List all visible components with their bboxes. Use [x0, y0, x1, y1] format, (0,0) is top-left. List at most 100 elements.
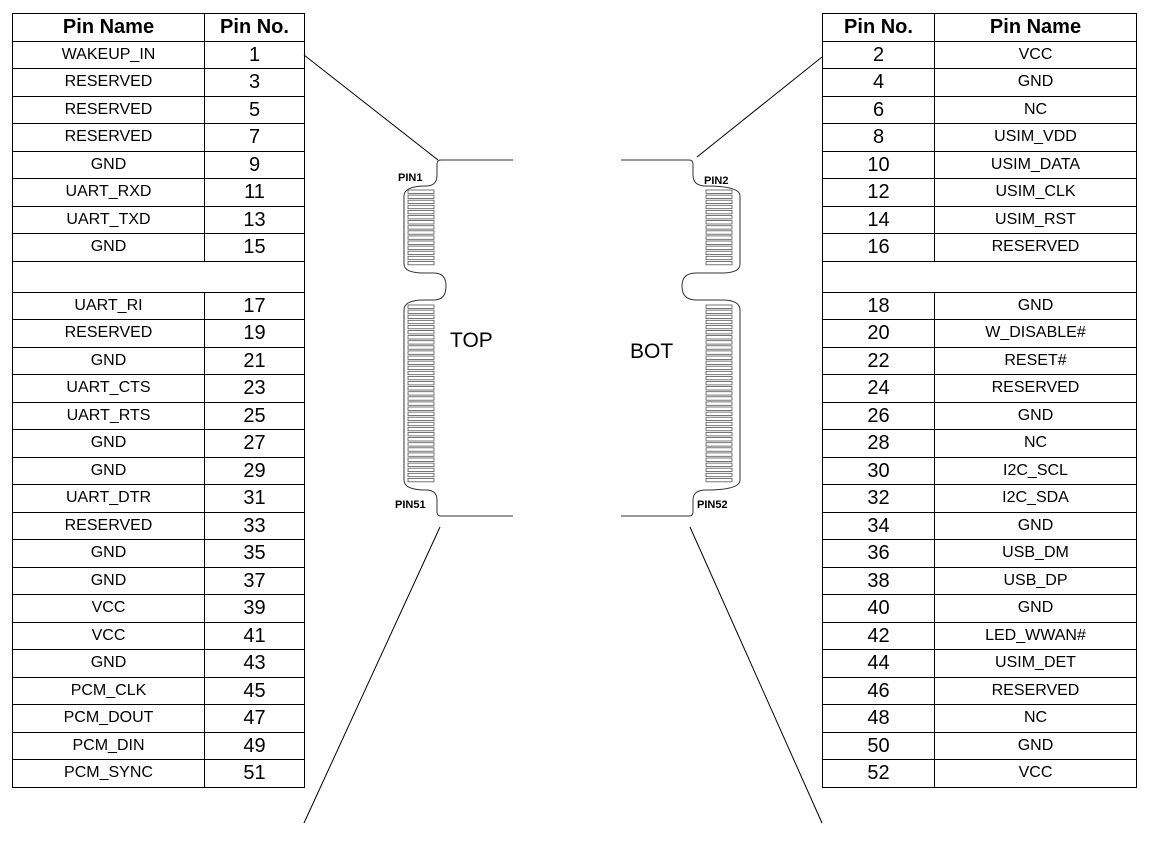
contact-pad: [407, 330, 435, 335]
pin-row: PCM_SYNC 51: [12, 759, 305, 788]
contact-pad: [705, 199, 733, 204]
pin-row: 24 RESERVED: [822, 374, 1137, 403]
pin-row: 52 VCC: [822, 759, 1137, 788]
pin-name-cell: PCM_CLK: [12, 676, 205, 705]
left-header-pin-name: Pin Name: [12, 13, 205, 42]
pin-number-cell: 18: [822, 291, 935, 320]
contact-pad: [705, 304, 733, 309]
pin-number-cell: 5: [204, 95, 305, 124]
pin-number-cell: 33: [204, 511, 305, 540]
contact-pad: [705, 375, 733, 381]
contact-pad: [407, 304, 435, 309]
contact-pad: [705, 401, 733, 406]
contact-pad: [705, 225, 733, 230]
pin-row: 20 W_DISABLE#: [822, 319, 1137, 348]
pin-number-cell: 28: [822, 429, 935, 458]
pin51-label: PIN51: [395, 499, 426, 511]
contact-pad: [705, 381, 733, 386]
pin-name-cell: RESERVED: [12, 319, 205, 348]
contact-pad: [705, 437, 733, 442]
top-side-contacts: [407, 189, 435, 483]
pin-number-cell: 14: [822, 205, 935, 234]
pin-name-cell: RESERVED: [934, 233, 1137, 262]
contact-pad: [407, 381, 435, 386]
gap-cell: [822, 260, 1137, 293]
contact-pad: [705, 330, 733, 335]
leader-line-pin52: [689, 526, 823, 824]
contact-pad: [407, 406, 435, 411]
contact-pad: [705, 350, 733, 355]
left-table-header-row: Pin Name Pin No.: [12, 13, 305, 42]
pin-row: RESERVED 7: [12, 123, 305, 152]
pin-name-cell: GND: [12, 429, 205, 458]
pin-row: RESERVED 3: [12, 68, 305, 97]
pin-row: GND 9: [12, 150, 305, 179]
pin-number-cell: 36: [822, 539, 935, 568]
pin-number-cell: 11: [204, 178, 305, 207]
contact-pad: [705, 406, 733, 411]
contact-pad: [407, 245, 435, 250]
pin-number-cell: 51: [204, 759, 305, 788]
pin-row: 6 NC: [822, 95, 1137, 124]
contact-pad: [407, 209, 435, 215]
contact-pad: [407, 432, 435, 437]
contact-pad: [705, 477, 733, 483]
pin-number-cell: 47: [204, 704, 305, 733]
pin-number-cell: 20: [822, 319, 935, 348]
pin-name-cell: VCC: [934, 40, 1137, 69]
contact-pad: [407, 391, 435, 396]
pin-number-cell: 25: [204, 401, 305, 430]
contact-pad: [407, 462, 435, 467]
contact-pad: [407, 235, 435, 240]
pin-name-cell: RESET#: [934, 346, 1137, 375]
right-table-header-row: Pin No. Pin Name: [822, 13, 1137, 42]
contact-pad: [705, 230, 733, 235]
contact-pad: [705, 396, 733, 401]
contact-pad: [407, 309, 435, 314]
pin-row: 10 USIM_DATA: [822, 150, 1137, 179]
pin1-label: PIN1: [398, 172, 422, 184]
pin-name-cell: NC: [934, 429, 1137, 458]
pin-row: UART_TXD 13: [12, 205, 305, 234]
pin-row: GND 21: [12, 346, 305, 375]
pin-name-cell: USB_DM: [934, 539, 1137, 568]
pin-row: UART_RI 17: [12, 291, 305, 320]
pin-number-cell: 21: [204, 346, 305, 375]
contact-pad: [705, 360, 733, 365]
contact-pad: [407, 442, 435, 447]
pin-name-cell: RESERVED: [934, 374, 1137, 403]
contact-pad: [705, 472, 733, 478]
contact-pad: [705, 314, 733, 320]
pin-number-cell: 16: [822, 233, 935, 262]
contact-pad: [407, 340, 435, 345]
pin-row: 40 GND: [822, 594, 1137, 623]
contact-pad: [407, 194, 435, 199]
contact-pad: [705, 447, 733, 452]
pin-row: 36 USB_DM: [822, 539, 1137, 568]
pin-number-cell: 52: [822, 759, 935, 788]
contact-pad: [407, 355, 435, 360]
contact-pad: [705, 442, 733, 447]
right-pin-table: Pin No. Pin Name 2 VCC 4 GND 6 NC 8 USIM_VDD 10 U…: [822, 13, 1137, 788]
contact-pad: [407, 360, 435, 365]
contact-pad: [705, 240, 733, 245]
pin-name-cell: PCM_DIN: [12, 731, 205, 760]
leader-line-pin51: [303, 526, 441, 824]
contact-pad: [407, 411, 435, 416]
pin-row: 50 GND: [822, 731, 1137, 760]
contact-pad: [705, 462, 733, 467]
pin-number-cell: 12: [822, 178, 935, 207]
contact-pad: [705, 215, 733, 220]
pin-number-cell: 24: [822, 374, 935, 403]
contact-pad: [407, 457, 435, 462]
pin-row: 8 USIM_VDD: [822, 123, 1137, 152]
pin-row: GND 15: [12, 233, 305, 262]
pin-name-cell: VCC: [12, 594, 205, 623]
contact-pad: [705, 355, 733, 360]
pin-number-cell: 7: [204, 123, 305, 152]
pin-number-cell: 19: [204, 319, 305, 348]
contact-pad: [407, 421, 435, 427]
contact-pad: [407, 225, 435, 230]
contact-pad: [705, 194, 733, 199]
